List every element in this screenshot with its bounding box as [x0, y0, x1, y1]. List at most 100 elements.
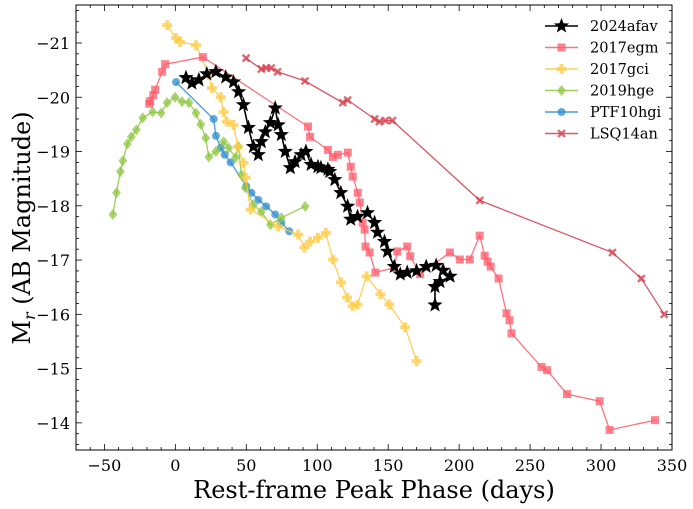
data-point-2024afav [386, 258, 402, 273]
data-point-2017gci [293, 229, 304, 240]
data-point-2019hge [156, 107, 166, 119]
y-tick-label: −19 [36, 143, 70, 162]
data-point-2017gci [171, 33, 181, 44]
data-point-2024afav [327, 171, 343, 187]
data-point-2017gci [190, 40, 201, 51]
legend-item-LSQ14an: LSQ14an [545, 127, 658, 143]
data-point-2019hge [231, 151, 241, 163]
legend-marker-plus-icon [556, 64, 567, 74]
data-point-2024afav [343, 211, 359, 226]
data-point-2017egm [465, 255, 474, 264]
series-2019hge [108, 91, 310, 231]
data-point-PTF10hgi [220, 150, 229, 159]
x-tick-label: 350 [657, 456, 688, 475]
legend-item-2017egm: 2017egm [545, 41, 659, 57]
data-point-2024afav [253, 133, 269, 149]
y-tick-label: −14 [36, 414, 70, 433]
data-point-2024afav [298, 143, 314, 158]
data-point-2017egm [595, 397, 604, 406]
data-point-2024afav [191, 71, 207, 87]
data-point-2017gci [238, 157, 249, 168]
data-point-2017gci [245, 204, 256, 215]
data-point-LSQ14an [381, 116, 390, 125]
data-point-2024afav [392, 266, 408, 281]
data-point-LSQ14an [608, 248, 617, 257]
data-point-2017egm [505, 316, 514, 325]
data-point-LSQ14an [370, 114, 379, 124]
data-point-2017egm [348, 172, 357, 181]
data-point-2024afav [245, 138, 261, 154]
data-point-2017egm [502, 309, 511, 318]
data-point-2017egm [343, 148, 352, 157]
data-point-2017egm [393, 247, 402, 256]
data-point-2017gci [215, 92, 226, 103]
data-point-2019hge [112, 187, 121, 199]
data-point-2017gci [400, 322, 411, 333]
data-point-2024afav [376, 233, 393, 249]
data-point-2017gci [361, 271, 372, 282]
legend-label: 2019hge [590, 84, 654, 100]
legend-label: 2024afav [590, 19, 659, 35]
data-point-2019hge [241, 182, 250, 194]
y-axis-label: Mr (AB Magnitude) [8, 111, 39, 344]
legend-item-2017gci: 2017gci [545, 62, 649, 78]
data-point-2024afav [349, 208, 366, 224]
data-point-2024afav [178, 69, 194, 85]
x-axis-label: Rest-frame Peak Phase (days) [193, 476, 555, 504]
data-point-2024afav [333, 184, 349, 200]
data-point-2017egm [650, 416, 659, 425]
data-point-2019hge [184, 97, 194, 109]
data-point-LSQ14an [267, 63, 276, 73]
data-point-2017egm [158, 67, 167, 76]
data-point-2024afav [435, 262, 451, 277]
legend-item-2019hge: 2019hge [545, 84, 654, 100]
data-point-2017egm [198, 53, 207, 62]
data-point-2019hge [300, 200, 310, 212]
data-point-2024afav [282, 159, 298, 175]
x-tick-label: 250 [515, 456, 546, 475]
data-point-2024afav [231, 83, 247, 99]
x-tick-label: 100 [302, 456, 333, 475]
data-point-2024afav [418, 258, 434, 273]
y-tick-label: −16 [36, 305, 70, 324]
data-point-2024afav [359, 204, 376, 220]
data-point-PTF10hgi [226, 158, 235, 167]
y-tick-label: −18 [36, 197, 70, 216]
data-point-2017gci [218, 106, 229, 117]
data-point-2017egm [605, 425, 614, 434]
data-point-2019hge [118, 155, 128, 167]
data-point-LSQ14an [241, 53, 251, 63]
data-point-2024afav [225, 74, 242, 89]
data-point-2017egm [161, 60, 170, 69]
data-point-2017gci [335, 277, 346, 288]
data-point-2019hge [266, 219, 275, 231]
data-point-2017gci [384, 299, 395, 310]
axis-ticks: −50 0 50 100 150 200 250 300 350 −14 −15 −16 −17 −18 −… [36, 5, 687, 475]
legend-marker-x-icon [557, 129, 566, 138]
data-point-2019hge [122, 138, 132, 150]
plot-marks [108, 20, 669, 434]
data-point-2024afav [293, 146, 309, 162]
y-tick-label: −20 [36, 88, 70, 107]
data-point-2024afav [427, 278, 443, 294]
data-point-2019hge [162, 97, 172, 109]
data-point-2017gci [206, 83, 217, 93]
data-point-2024afav [303, 156, 319, 171]
data-point-2017egm [486, 262, 495, 271]
data-point-2019hge [116, 166, 125, 178]
data-point-2019hge [126, 131, 136, 143]
data-point-2024afav [262, 114, 278, 130]
legend-marker-diamond-icon [557, 85, 566, 96]
data-point-LSQ14an [343, 95, 352, 105]
data-point-LSQ14an [375, 117, 384, 126]
data-point-2017gci [228, 119, 239, 130]
data-point-2017egm [403, 242, 412, 251]
data-point-LSQ14an [338, 98, 347, 107]
data-point-2019hge [191, 107, 201, 119]
data-point-2024afav [218, 69, 234, 84]
legend-item-PTF10hgi: PTF10hgi [545, 105, 662, 121]
series-line-LSQ14an [245, 57, 665, 315]
data-point-PTF10hgi [254, 195, 263, 204]
data-point-LSQ14an [388, 116, 397, 125]
data-point-2024afav [409, 262, 425, 278]
